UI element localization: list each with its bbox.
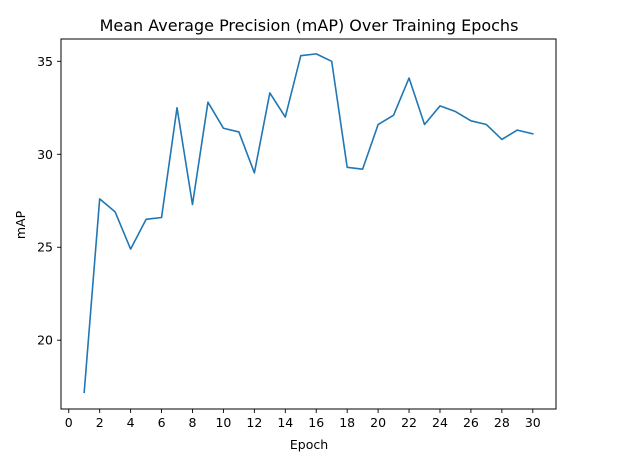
y-axis: 20 25 30 35 xyxy=(37,54,61,348)
series-line xyxy=(83,53,534,394)
x-tick-label: 0 xyxy=(65,415,73,430)
x-tick-label: 4 xyxy=(127,415,135,430)
x-axis: 0 2 4 6 8 10 12 14 16 18 20 22 24 26 28 30 xyxy=(65,409,541,430)
x-tick-label: 26 xyxy=(463,415,479,430)
x-tick-label: 8 xyxy=(189,415,197,430)
x-tick-label: 10 xyxy=(215,415,231,430)
x-tick-label: 24 xyxy=(432,415,448,430)
x-tick-label: 2 xyxy=(96,415,104,430)
x-tick-label: 28 xyxy=(494,415,510,430)
x-tick-label: 30 xyxy=(525,415,541,430)
plot-area xyxy=(83,53,534,394)
x-tick-label: 18 xyxy=(339,415,355,430)
x-tick-label: 16 xyxy=(308,415,324,430)
y-tick-label: 25 xyxy=(37,240,53,255)
x-axis-label: Epoch xyxy=(290,437,328,452)
x-tick-label: 20 xyxy=(370,415,386,430)
y-tick-label: 20 xyxy=(37,333,53,348)
x-tick-label: 22 xyxy=(401,415,417,430)
y-axis-label: mAP xyxy=(13,210,28,239)
chart-title: Mean Average Precision (mAP) Over Traini… xyxy=(100,16,519,35)
x-tick-label: 6 xyxy=(158,415,166,430)
plot-frame xyxy=(60,38,557,410)
x-tick-label: 14 xyxy=(277,415,293,430)
y-tick-label: 30 xyxy=(37,147,53,162)
y-tick-label: 35 xyxy=(37,54,53,69)
x-tick-label: 12 xyxy=(246,415,262,430)
